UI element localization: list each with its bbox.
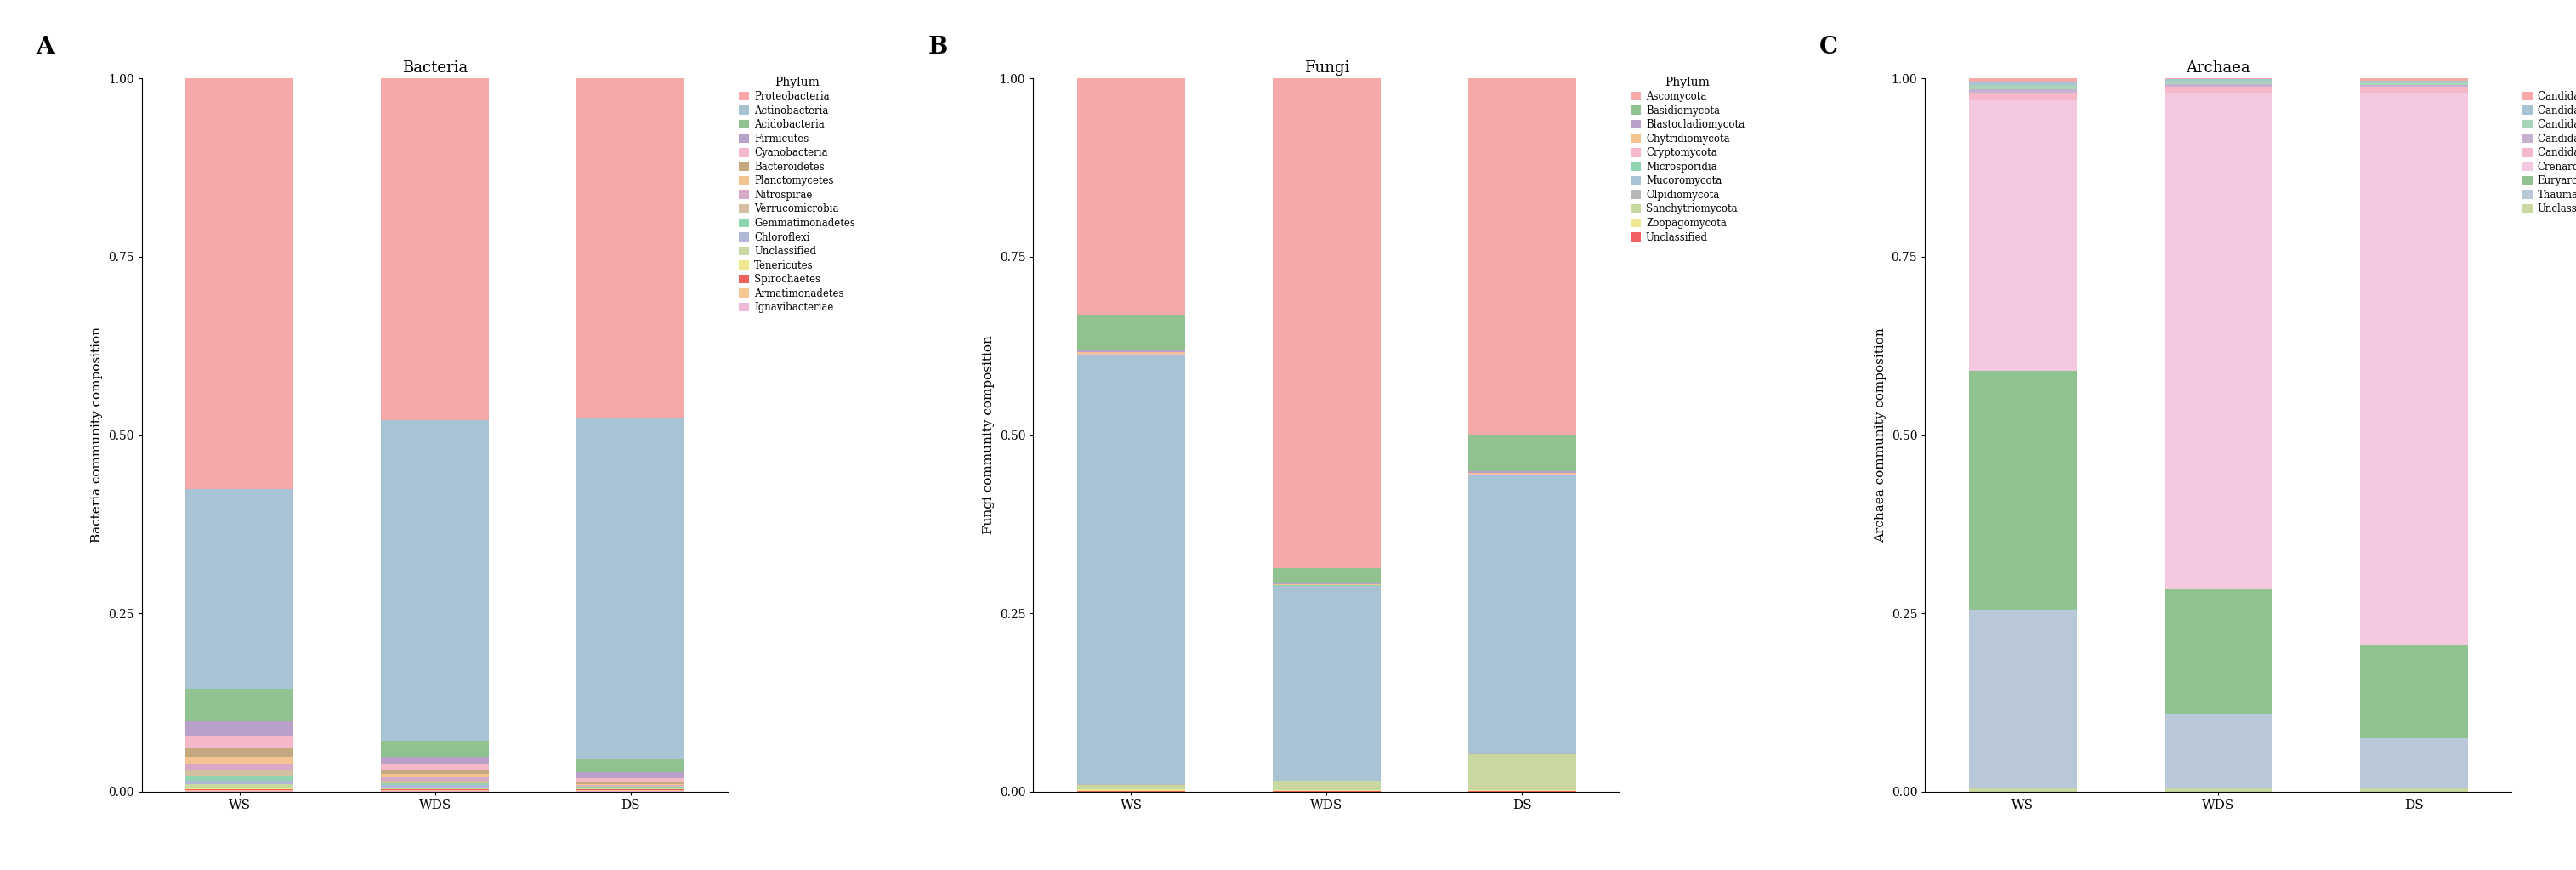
Bar xyxy=(1077,78,1185,314)
Title: Fungi: Fungi xyxy=(1303,61,1350,76)
Bar xyxy=(1968,788,2076,792)
Text: C: C xyxy=(1819,36,1839,58)
Bar xyxy=(2360,788,2468,792)
Bar xyxy=(577,417,685,760)
Bar xyxy=(2164,87,2272,92)
Bar xyxy=(1273,781,1381,790)
Bar xyxy=(1468,78,1577,436)
Bar xyxy=(1077,784,1185,786)
Bar xyxy=(2360,646,2468,738)
Text: B: B xyxy=(927,36,948,58)
Title: Archaea: Archaea xyxy=(2187,61,2251,76)
Bar xyxy=(381,764,489,770)
Bar xyxy=(381,787,489,789)
Bar xyxy=(1968,78,2076,82)
Bar xyxy=(1468,474,1577,476)
Bar xyxy=(1273,568,1381,583)
Bar xyxy=(185,489,294,689)
Bar xyxy=(2360,83,2468,84)
Bar xyxy=(185,78,294,489)
Bar xyxy=(381,780,489,783)
Bar xyxy=(2360,92,2468,646)
Bar xyxy=(381,783,489,786)
Bar xyxy=(185,689,294,721)
Bar xyxy=(1968,610,2076,788)
Bar xyxy=(2360,80,2468,83)
Bar xyxy=(185,721,294,735)
Text: A: A xyxy=(36,36,54,58)
Bar xyxy=(577,782,685,784)
Bar xyxy=(2164,588,2272,713)
Bar xyxy=(381,420,489,741)
Bar xyxy=(381,774,489,778)
Bar xyxy=(577,773,685,778)
Bar xyxy=(185,775,294,780)
Bar xyxy=(185,764,294,770)
Bar xyxy=(381,786,489,787)
Bar xyxy=(1273,583,1381,584)
Bar xyxy=(381,78,489,420)
Bar xyxy=(185,757,294,764)
Bar xyxy=(1468,436,1577,472)
Bar xyxy=(577,78,685,417)
Bar xyxy=(2360,87,2468,92)
Bar xyxy=(1077,350,1185,352)
Bar xyxy=(2164,79,2272,81)
Bar xyxy=(185,780,294,784)
Bar xyxy=(1968,371,2076,610)
Bar xyxy=(2360,84,2468,87)
Bar xyxy=(577,760,685,773)
Bar xyxy=(2164,788,2272,792)
Bar xyxy=(1077,786,1185,789)
Y-axis label: Bacteria community composition: Bacteria community composition xyxy=(90,327,103,543)
Title: Bacteria: Bacteria xyxy=(402,61,469,76)
Bar xyxy=(1273,586,1381,780)
Y-axis label: Fungi community composition: Fungi community composition xyxy=(984,336,994,534)
Y-axis label: Archaea community composition: Archaea community composition xyxy=(1875,327,1886,543)
Bar xyxy=(185,787,294,790)
Bar xyxy=(1968,100,2076,371)
Bar xyxy=(381,778,489,780)
Bar xyxy=(185,748,294,757)
Bar xyxy=(1273,78,1381,568)
Bar xyxy=(185,784,294,787)
Bar xyxy=(1077,352,1185,354)
Bar xyxy=(1077,356,1185,784)
Bar xyxy=(2164,92,2272,588)
Bar xyxy=(381,741,489,757)
Legend: Candidatus Bathyarchaeota, Candidatus Diapherotrites, Candidatus Thermoplasmatot: Candidatus Bathyarchaeota, Candidatus Di… xyxy=(2522,77,2576,215)
Bar xyxy=(381,770,489,774)
Bar xyxy=(1077,314,1185,350)
Bar xyxy=(1968,89,2076,92)
Bar xyxy=(1077,354,1185,355)
Bar xyxy=(185,735,294,748)
Bar xyxy=(1968,82,2076,85)
Bar xyxy=(2360,78,2468,80)
Bar xyxy=(2360,738,2468,788)
Bar xyxy=(1968,85,2076,89)
Bar xyxy=(2164,84,2272,87)
Bar xyxy=(185,770,294,775)
Bar xyxy=(577,778,685,782)
Bar xyxy=(2164,81,2272,84)
Bar xyxy=(577,784,685,786)
Legend: Ascomycota, Basidiomycota, Blastocladiomycota, Chytridiomycota, Cryptomycota, Mi: Ascomycota, Basidiomycota, Blastocladiom… xyxy=(1631,77,1744,243)
Bar xyxy=(1968,92,2076,100)
Legend: Proteobacteria, Actinobacteria, Acidobacteria, Firmicutes, Cyanobacteria, Bacter: Proteobacteria, Actinobacteria, Acidobac… xyxy=(739,77,855,313)
Bar xyxy=(381,757,489,764)
Bar xyxy=(2164,713,2272,788)
Bar xyxy=(1468,754,1577,790)
Bar xyxy=(1468,476,1577,754)
Bar xyxy=(1077,789,1185,791)
